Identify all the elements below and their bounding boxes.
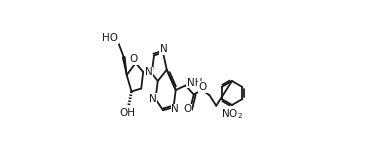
Text: N: N — [172, 105, 179, 114]
Polygon shape — [143, 72, 152, 75]
Polygon shape — [123, 57, 127, 75]
Text: NH: NH — [187, 78, 202, 87]
Text: OH: OH — [120, 108, 136, 117]
Text: O: O — [199, 82, 207, 92]
Text: N: N — [144, 67, 152, 77]
Text: N: N — [160, 44, 168, 54]
Text: NO$_2$: NO$_2$ — [221, 107, 243, 121]
Text: N: N — [149, 94, 157, 104]
Text: HO: HO — [102, 33, 118, 43]
Text: O: O — [130, 54, 138, 64]
Text: O: O — [183, 105, 192, 114]
